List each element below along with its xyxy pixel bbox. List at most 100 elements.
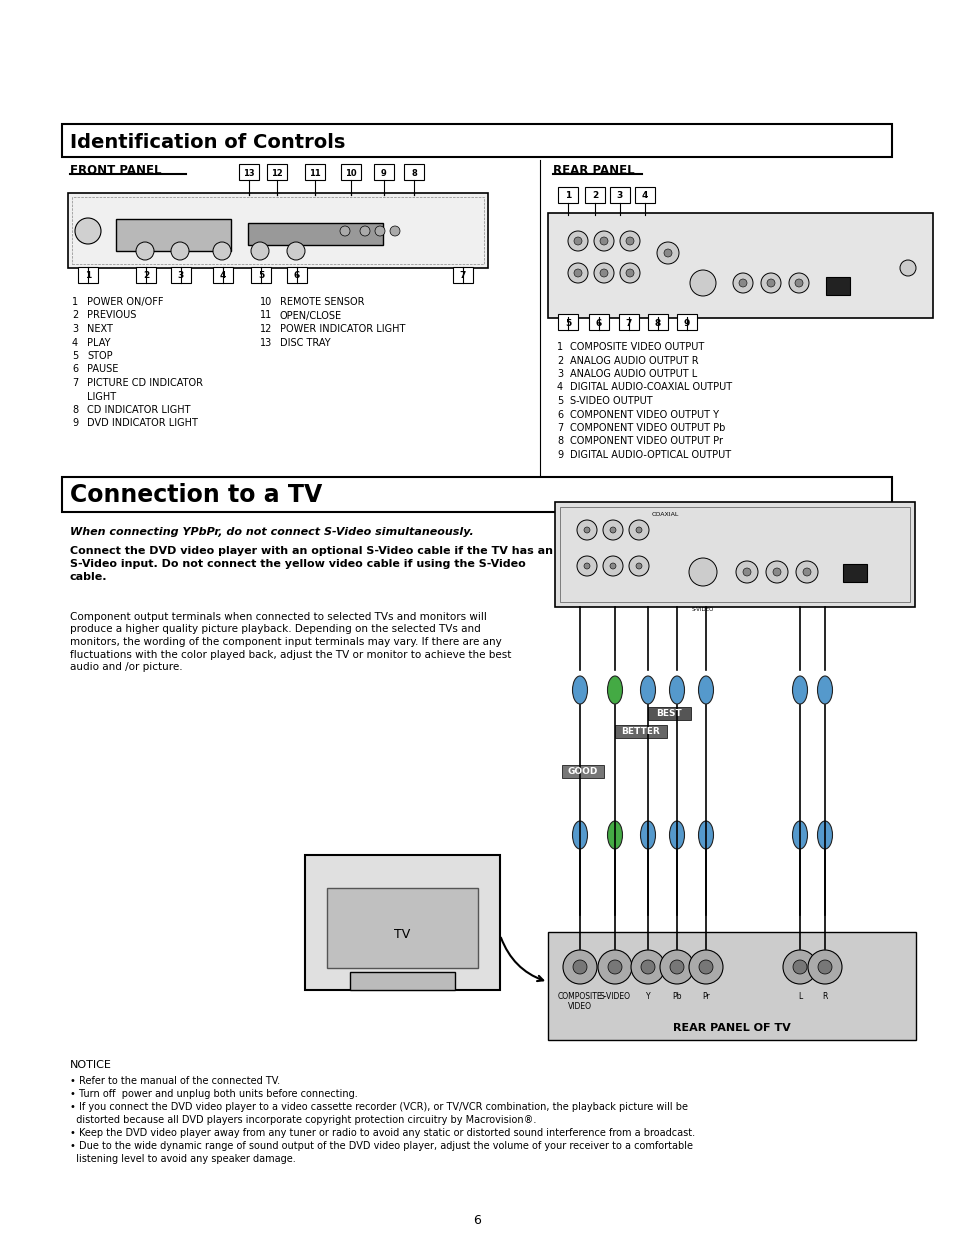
Text: PICTURE CD INDICATOR: PICTURE CD INDICATOR bbox=[87, 378, 203, 388]
Bar bbox=[116, 219, 231, 251]
Bar bbox=[340, 164, 360, 180]
Text: 3: 3 bbox=[617, 191, 622, 200]
Circle shape bbox=[630, 950, 664, 984]
Circle shape bbox=[628, 520, 648, 540]
Bar bbox=[555, 501, 914, 606]
Circle shape bbox=[625, 237, 634, 245]
Text: Pb: Pb bbox=[672, 992, 681, 1002]
Circle shape bbox=[251, 242, 269, 261]
Text: 11: 11 bbox=[260, 310, 272, 321]
Text: 8: 8 bbox=[71, 405, 78, 415]
Ellipse shape bbox=[817, 821, 832, 848]
Bar bbox=[239, 164, 258, 180]
Bar bbox=[559, 508, 909, 601]
Bar bbox=[647, 314, 667, 330]
Text: 3: 3 bbox=[557, 369, 562, 379]
Text: 5: 5 bbox=[71, 351, 78, 361]
Circle shape bbox=[732, 273, 752, 293]
Circle shape bbox=[583, 527, 589, 534]
Ellipse shape bbox=[607, 676, 622, 704]
Text: 2: 2 bbox=[591, 191, 598, 200]
Text: S-VIDEO: S-VIDEO bbox=[598, 992, 630, 1002]
Bar bbox=[547, 932, 915, 1040]
Text: TV: TV bbox=[394, 929, 410, 941]
Text: 13: 13 bbox=[243, 168, 254, 178]
Circle shape bbox=[688, 558, 717, 585]
Circle shape bbox=[795, 561, 817, 583]
Text: 5: 5 bbox=[564, 319, 571, 327]
Circle shape bbox=[375, 226, 385, 236]
Ellipse shape bbox=[572, 821, 587, 848]
Bar bbox=[78, 267, 98, 283]
Text: 11: 11 bbox=[309, 168, 320, 178]
Circle shape bbox=[136, 242, 153, 261]
Circle shape bbox=[699, 960, 712, 974]
Circle shape bbox=[636, 527, 641, 534]
Circle shape bbox=[562, 950, 597, 984]
Circle shape bbox=[742, 568, 750, 576]
Circle shape bbox=[782, 950, 816, 984]
Ellipse shape bbox=[792, 676, 806, 704]
Bar bbox=[287, 267, 307, 283]
Bar bbox=[588, 314, 608, 330]
Circle shape bbox=[739, 279, 746, 287]
Circle shape bbox=[688, 950, 722, 984]
Text: Connect the DVD video player with an optional S-Video cable if the TV has an: Connect the DVD video player with an opt… bbox=[70, 546, 553, 556]
Text: • Turn off  power and unplug both units before connecting.: • Turn off power and unplug both units b… bbox=[70, 1089, 357, 1099]
Circle shape bbox=[625, 269, 634, 277]
Circle shape bbox=[817, 960, 831, 974]
Text: POWER INDICATOR LIGHT: POWER INDICATOR LIGHT bbox=[280, 324, 405, 333]
Text: 4: 4 bbox=[219, 272, 226, 280]
Text: 3: 3 bbox=[177, 272, 184, 280]
Text: 12: 12 bbox=[260, 324, 273, 333]
Circle shape bbox=[574, 237, 581, 245]
Text: distorted because all DVD players incorporate copyright protection circuitry by : distorted because all DVD players incorp… bbox=[70, 1115, 536, 1125]
Text: Identification of Controls: Identification of Controls bbox=[70, 132, 345, 152]
Circle shape bbox=[619, 263, 639, 283]
Ellipse shape bbox=[572, 676, 587, 704]
Circle shape bbox=[602, 556, 622, 576]
Bar bbox=[305, 855, 499, 990]
Bar bbox=[350, 972, 455, 990]
Circle shape bbox=[602, 520, 622, 540]
Text: Y: Y bbox=[645, 992, 650, 1002]
Bar bbox=[136, 267, 156, 283]
Circle shape bbox=[640, 960, 655, 974]
Bar bbox=[374, 164, 394, 180]
Text: 1: 1 bbox=[85, 272, 91, 280]
Circle shape bbox=[628, 556, 648, 576]
Text: GOOD: GOOD bbox=[567, 767, 598, 777]
Ellipse shape bbox=[639, 676, 655, 704]
Text: 5: 5 bbox=[257, 272, 264, 280]
Bar bbox=[68, 193, 488, 268]
Text: DIGITAL AUDIO-COAXIAL OUTPUT: DIGITAL AUDIO-COAXIAL OUTPUT bbox=[569, 383, 731, 393]
Text: 10: 10 bbox=[260, 296, 272, 308]
Text: 13: 13 bbox=[260, 337, 272, 347]
Circle shape bbox=[171, 242, 189, 261]
Ellipse shape bbox=[639, 821, 655, 848]
Text: Component output terminals when connected to selected TVs and monitors will: Component output terminals when connecte… bbox=[70, 613, 486, 622]
Ellipse shape bbox=[792, 821, 806, 848]
Circle shape bbox=[636, 563, 641, 569]
Text: 2: 2 bbox=[143, 272, 149, 280]
Circle shape bbox=[594, 263, 614, 283]
Text: audio and /or picture.: audio and /or picture. bbox=[70, 662, 182, 672]
Circle shape bbox=[213, 242, 231, 261]
Bar bbox=[561, 764, 603, 778]
Text: S-VIDEO OUTPUT: S-VIDEO OUTPUT bbox=[569, 396, 652, 406]
Text: Connection to a TV: Connection to a TV bbox=[70, 483, 322, 508]
Text: 6: 6 bbox=[557, 410, 562, 420]
Circle shape bbox=[794, 279, 802, 287]
Text: REMOTE SENSOR: REMOTE SENSOR bbox=[280, 296, 364, 308]
Text: 1: 1 bbox=[564, 191, 571, 200]
Ellipse shape bbox=[669, 676, 684, 704]
Text: 1: 1 bbox=[557, 342, 562, 352]
Bar bbox=[647, 706, 690, 720]
Text: 4: 4 bbox=[71, 337, 78, 347]
Text: fluctuations with the color played back, adjust the TV or monitor to achieve the: fluctuations with the color played back,… bbox=[70, 650, 511, 659]
Text: CD INDICATOR LIGHT: CD INDICATOR LIGHT bbox=[87, 405, 191, 415]
Circle shape bbox=[663, 249, 671, 257]
Text: COMPONENT VIDEO OUTPUT Pb: COMPONENT VIDEO OUTPUT Pb bbox=[569, 424, 724, 433]
Text: 7: 7 bbox=[557, 424, 562, 433]
Text: 3: 3 bbox=[71, 324, 78, 333]
